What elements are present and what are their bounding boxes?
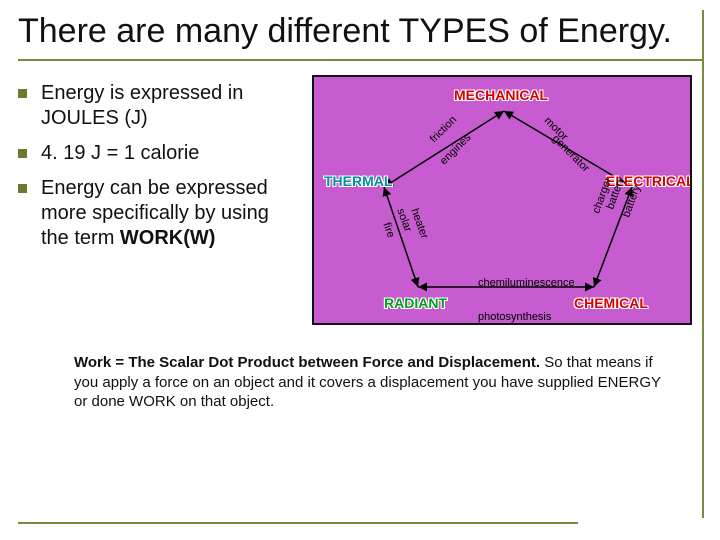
bullet-icon xyxy=(18,89,27,98)
energy-node: RADIANT xyxy=(384,295,447,311)
bullet-text: 4. 19 J = 1 calorie xyxy=(41,142,199,164)
bullet-icon xyxy=(18,149,27,158)
bullet-text: Energy is expressed in JOULES (J) xyxy=(41,82,243,129)
bullet-list: Energy is expressed in JOULES (J) 4. 19 … xyxy=(18,75,298,325)
energy-node: THERMAL xyxy=(324,173,392,189)
list-item: Energy can be expressed more specificall… xyxy=(18,176,298,251)
title-block: There are many different TYPES of Energy… xyxy=(18,10,702,61)
bottom-rule xyxy=(18,522,578,524)
content-row: Energy is expressed in JOULES (J) 4. 19 … xyxy=(18,75,702,325)
right-rule xyxy=(702,10,704,518)
list-item: 4. 19 J = 1 calorie xyxy=(18,141,298,166)
arrow-label: chemiluminescence xyxy=(478,277,575,289)
energy-diagram: MECHANICALELECTRICALTHERMALRADIANTCHEMIC… xyxy=(312,75,692,325)
list-item: Energy is expressed in JOULES (J) xyxy=(18,81,298,131)
energy-node: MECHANICAL xyxy=(454,87,548,103)
slide-title: There are many different TYPES of Energy… xyxy=(18,12,702,51)
bullet-bold: WORK(W) xyxy=(120,227,216,249)
energy-diagram-wrap: MECHANICALELECTRICALTHERMALRADIANTCHEMIC… xyxy=(312,75,702,325)
footer-bold: Work = The Scalar Dot Product between Fo… xyxy=(74,354,540,371)
footer-paragraph: Work = The Scalar Dot Product between Fo… xyxy=(18,353,702,412)
energy-node: CHEMICAL xyxy=(574,295,648,311)
bullet-icon xyxy=(18,184,27,193)
slide: There are many different TYPES of Energy… xyxy=(0,0,720,540)
arrow-label: photosynthesis xyxy=(478,311,551,323)
